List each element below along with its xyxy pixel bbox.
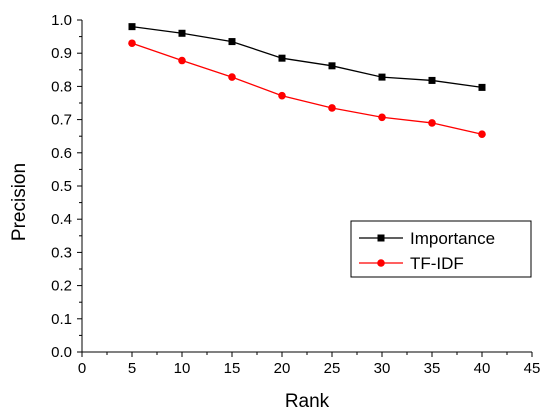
series-line-importance [131, 25, 483, 89]
data-point-circle [278, 91, 286, 100]
x-tick-label: 40 [474, 360, 491, 377]
y-axis: 0.0 0.1 0.2 0.3 0.4 0.5 0.6 0.7 0.8 0.9 1.0 [51, 12, 82, 361]
series-layer [128, 23, 486, 139]
x-tick-label: 45 [524, 360, 541, 377]
y-tick-label: 0.5 [51, 178, 72, 195]
data-point-circle [378, 113, 386, 122]
y-tick-label: 0.8 [51, 78, 72, 95]
data-point-square [328, 62, 336, 70]
data-point-circle [428, 119, 436, 127]
legend-items: Importance TF-IDF [359, 229, 495, 273]
data-point-square [128, 23, 136, 31]
x-tick-label: 35 [424, 360, 441, 377]
x-tick-label: 0 [78, 360, 86, 377]
legend-label: Importance [410, 229, 495, 248]
data-point-circle [178, 56, 186, 65]
data-point-circle [128, 39, 136, 48]
data-point-square [278, 54, 286, 62]
y-tick-label: 0.3 [51, 244, 72, 261]
x-tick-label: 30 [374, 360, 391, 377]
legend: Importance TF-IDF [350, 220, 532, 278]
data-point-square [178, 29, 186, 37]
x-axis: 0 5 10 15 20 25 30 35 40 45 [78, 352, 541, 377]
data-point-circle [328, 104, 336, 112]
data-point-square [478, 83, 486, 91]
legend-box [350, 220, 532, 278]
data-point-circle [478, 130, 486, 139]
data-point-square [228, 38, 236, 46]
y-tick-label: 0.0 [51, 344, 72, 361]
data-point-circle [228, 73, 236, 81]
data-point-square [428, 76, 436, 84]
series-line-tf-idf [131, 42, 483, 135]
x-axis-title: Rank [285, 391, 330, 412]
data-point-square [378, 73, 386, 81]
x-tick-label: 25 [324, 360, 341, 377]
y-tick-label: 0.4 [51, 211, 72, 228]
y-tick-label: 1.0 [51, 12, 72, 29]
y-tick-label: 0.9 [51, 45, 72, 62]
legend-marker-circle [377, 259, 385, 267]
legend-marker-square [377, 234, 385, 242]
y-tick-label: 0.6 [51, 145, 72, 162]
legend-label: TF-IDF [410, 254, 464, 273]
x-tick-label: 15 [224, 360, 241, 377]
x-tick-label: 20 [274, 360, 291, 377]
y-axis-title: Precision [9, 163, 30, 241]
x-tick-label: 5 [128, 360, 136, 377]
y-tick-label: 0.1 [51, 311, 72, 328]
plot-frame [81, 20, 532, 353]
y-tick-label: 0.7 [51, 112, 72, 129]
x-tick-label: 10 [174, 360, 191, 377]
y-tick-label: 0.2 [51, 278, 72, 295]
